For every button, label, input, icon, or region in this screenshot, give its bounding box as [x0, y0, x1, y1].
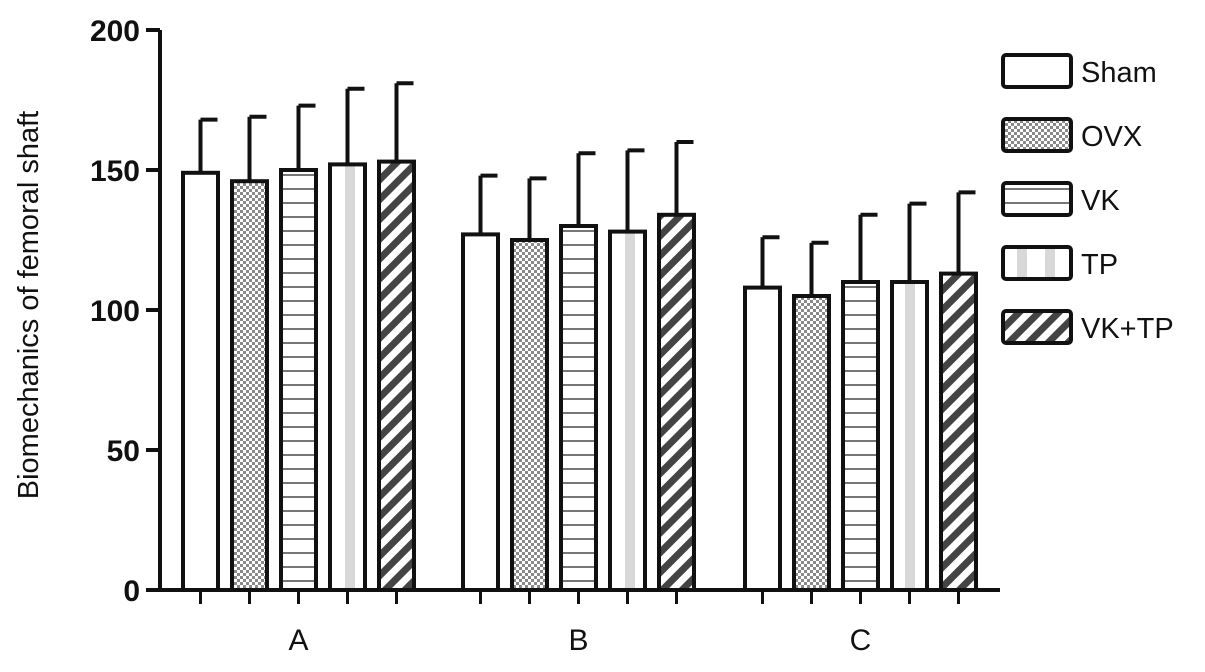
legend-swatch — [1001, 245, 1073, 281]
legend-item: TP — [1001, 245, 1118, 281]
x-category-label: A — [288, 624, 308, 657]
bar-vk-tp-b — [657, 212, 696, 593]
bar-tp-b — [608, 229, 647, 592]
legend-label: VK+TP — [1081, 313, 1174, 345]
bar-vk-a — [279, 168, 318, 592]
legend-item: OVX — [1001, 117, 1142, 153]
bar-vk-tp-a — [377, 159, 416, 592]
bar-ovx-b — [510, 238, 549, 592]
y-tick-label: 100 — [90, 295, 140, 328]
bar-sham-c — [743, 285, 782, 592]
bar-ovx-a — [230, 179, 269, 592]
bar-tp-c — [890, 280, 929, 592]
legend-item: VK+TP — [1001, 309, 1174, 345]
bar-vk-c — [841, 280, 880, 592]
y-axis-title: Biomechanics of femoral shaft — [13, 111, 45, 499]
legend-item: VK — [1001, 181, 1120, 217]
legend-item: Sham — [1001, 53, 1157, 89]
legend-swatch — [1001, 181, 1073, 217]
y-tick-label: 50 — [107, 435, 140, 468]
bar-sham-b — [461, 232, 500, 592]
y-tick-label: 0 — [123, 575, 140, 608]
legend-label: Sham — [1081, 57, 1157, 89]
legend-swatch — [1001, 309, 1073, 345]
y-tick-label: 150 — [90, 155, 140, 188]
x-category-label: B — [568, 624, 588, 657]
legend-swatch — [1001, 53, 1073, 89]
bar-vk-tp-c — [939, 271, 978, 592]
legend-label: VK — [1081, 185, 1120, 217]
bar-ovx-c — [792, 294, 831, 592]
legend-swatch — [1001, 117, 1073, 153]
bar-sham-a — [181, 170, 220, 593]
bars-group — [181, 81, 978, 593]
legend-label: OVX — [1081, 121, 1142, 153]
y-tick-label: 200 — [90, 15, 140, 48]
bar-vk-b — [559, 224, 598, 592]
bar-tp-a — [328, 162, 367, 592]
legend: Sham OVX VK TP VK+TP — [1001, 53, 1174, 345]
legend-label: TP — [1081, 249, 1118, 281]
x-category-label: C — [850, 624, 872, 657]
